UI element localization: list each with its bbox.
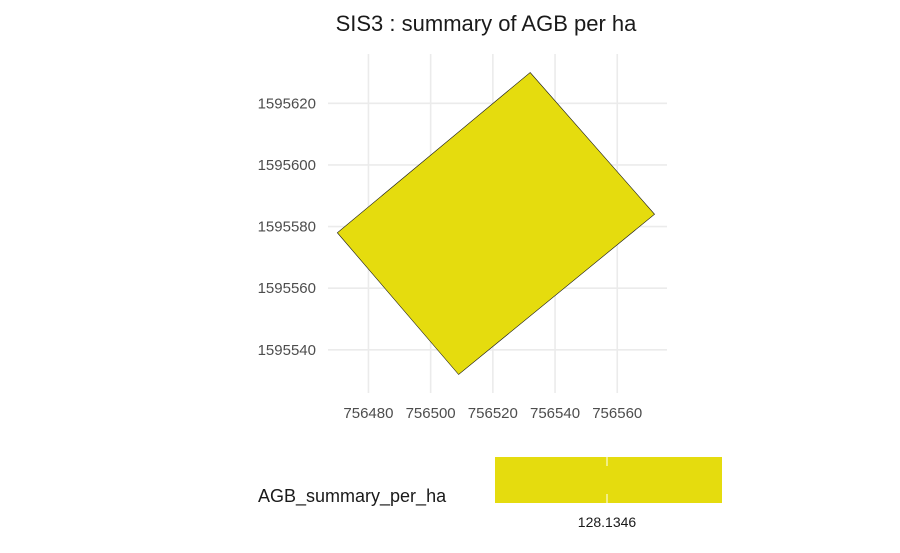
x-tick-label: 756540 [530, 405, 580, 422]
legend: AGB_summary_per_ha 128.1346 [258, 457, 722, 530]
y-tick-label: 1595540 [258, 342, 316, 359]
legend-title: AGB_summary_per_ha [258, 486, 447, 507]
x-axis-ticks: 756480 756500 756520 756540 756560 [343, 405, 642, 422]
x-tick-label: 756480 [343, 405, 393, 422]
y-axis-ticks: 1595540 1595560 1595580 1595600 1595620 [258, 95, 316, 359]
x-tick-label: 756560 [592, 405, 642, 422]
map-polygon [336, 72, 655, 375]
y-tick-label: 1595560 [258, 280, 316, 297]
legend-colorbar [495, 457, 722, 503]
y-tick-label: 1595580 [258, 219, 316, 236]
y-tick-label: 1595620 [258, 95, 316, 112]
legend-value-label: 128.1346 [578, 514, 637, 530]
y-tick-label: 1595600 [258, 157, 316, 174]
x-tick-label: 756520 [468, 405, 518, 422]
chart-title: SIS3 : summary of AGB per ha [336, 11, 638, 36]
x-tick-label: 756500 [406, 405, 456, 422]
